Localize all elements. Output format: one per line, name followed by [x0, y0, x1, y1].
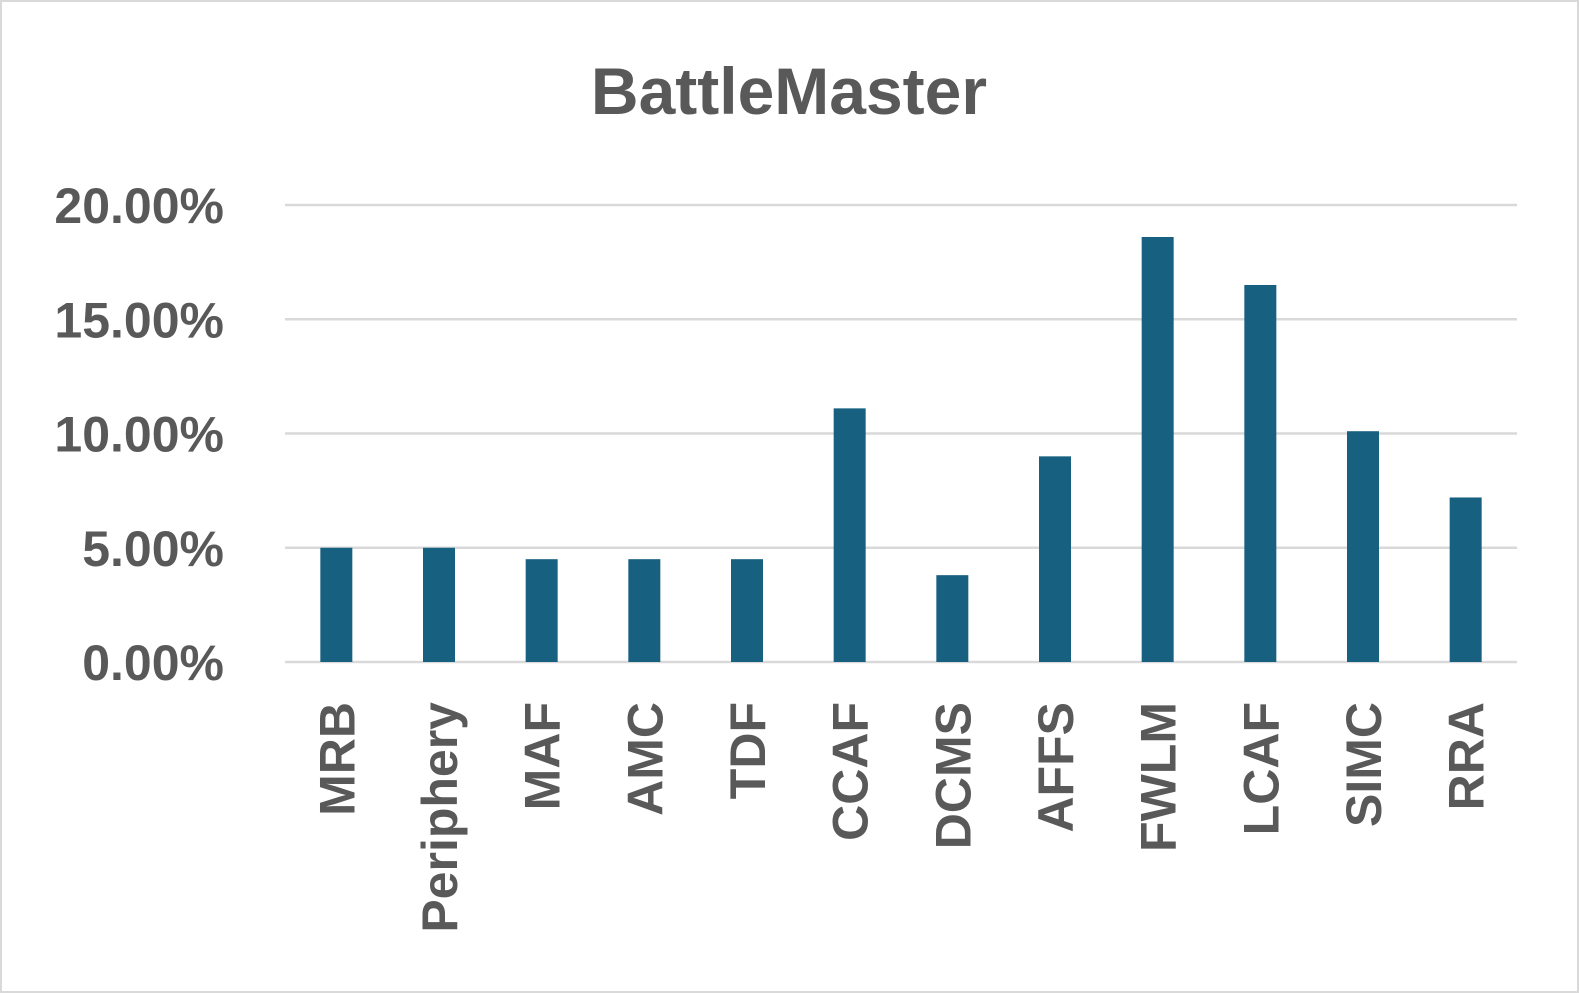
bar-tdf — [731, 559, 763, 662]
category-label-periphery: Periphery — [412, 702, 468, 933]
category-label-affs: AFFS — [1028, 702, 1084, 833]
category-label-tdf: TDF — [720, 702, 776, 799]
category-label-maf: MAF — [515, 702, 571, 810]
category-label-dcms: DCMS — [925, 702, 981, 849]
y-tick-label: 15.00% — [54, 292, 224, 348]
x-axis-categories: MRB Periphery MAF AMC TDF CCAF DCMS AFFS FWLM LCA… — [309, 702, 1494, 933]
bar-lcaf — [1244, 284, 1277, 662]
y-tick-label: 10.00% — [54, 407, 224, 463]
chart-title: BattleMaster — [591, 54, 987, 128]
category-label-simc: SIMC — [1336, 702, 1392, 827]
bar-affs — [1039, 456, 1071, 662]
bar-mrb — [320, 547, 353, 662]
category-label-amc: AMC — [617, 702, 673, 816]
bar-rra — [1449, 497, 1482, 662]
bar-ccaf — [833, 408, 866, 662]
category-label-ccaf: CCAF — [823, 702, 879, 841]
bar-amc — [628, 559, 661, 662]
category-label-mrb: MRB — [309, 702, 365, 816]
bar-periphery — [423, 547, 455, 662]
y-tick-label: 0.00% — [82, 635, 224, 691]
bars — [320, 236, 1482, 663]
bar-fwlm — [1141, 236, 1174, 663]
category-label-lcaf: LCAF — [1233, 702, 1289, 835]
bar-simc — [1347, 431, 1379, 662]
category-label-fwlm: FWLM — [1131, 702, 1187, 852]
bar-dcms — [936, 575, 969, 662]
y-tick-label: 5.00% — [82, 521, 224, 577]
category-label-rra: RRA — [1439, 702, 1495, 810]
y-axis-ticks: 0.00% 5.00% 10.00% 15.00% 20.00% — [54, 178, 224, 691]
gridlines — [285, 203, 1517, 664]
y-tick-label: 20.00% — [54, 178, 224, 234]
bar-maf — [525, 559, 558, 662]
